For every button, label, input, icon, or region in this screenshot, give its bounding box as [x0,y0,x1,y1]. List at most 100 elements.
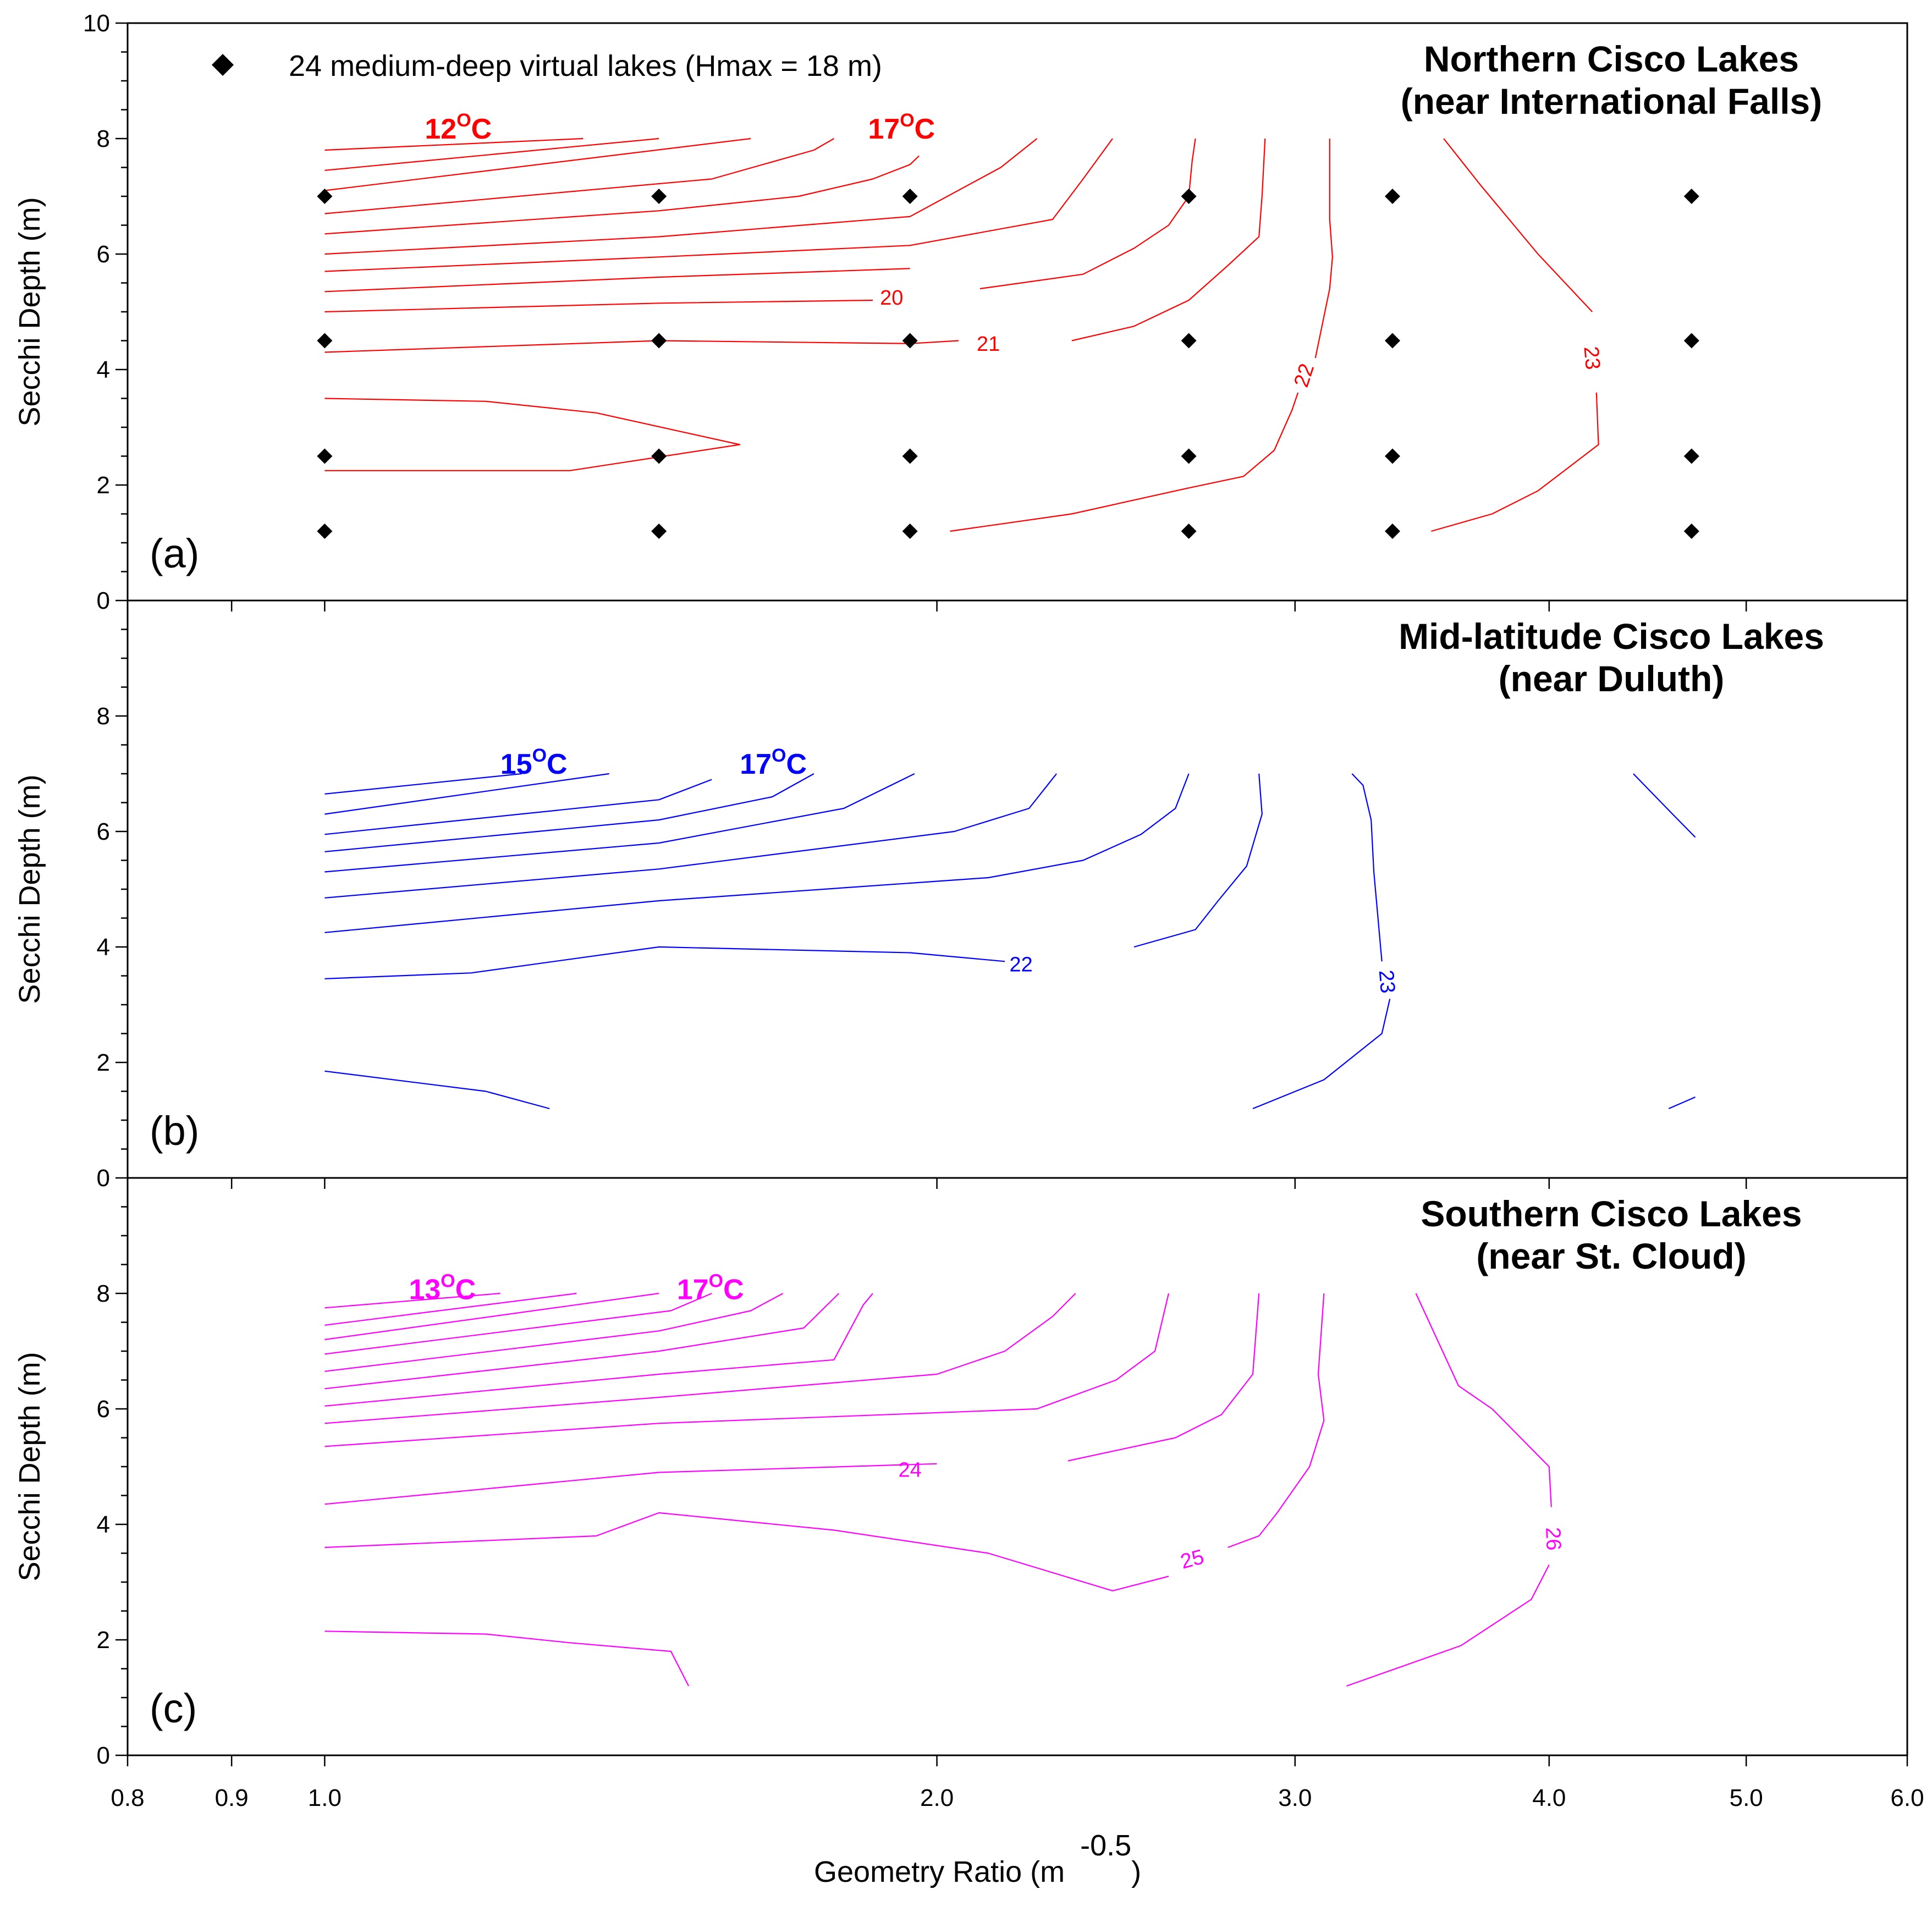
contour-line [1633,773,1696,838]
contour-line [324,779,712,835]
contour-line [324,138,834,214]
lake-marker [1385,189,1401,204]
lake-marker [1181,189,1197,204]
temperature-annotation: 17OC [677,1271,744,1306]
lake-marker [317,448,333,464]
lake-marker [1683,524,1699,539]
panel-title: Mid-latitude Cisco Lakes [1399,616,1824,657]
contour-line [1067,1293,1260,1462]
contour-line [324,773,915,873]
contour-lines [324,1292,1552,1687]
y-tick-label: 6 [97,241,110,268]
panel-letter: (c) [150,1685,197,1731]
lake-marker [1683,333,1699,349]
contour-line [324,1512,1169,1591]
lake-marker [1181,524,1197,539]
contour-line [324,299,873,313]
x-tick-label: 0.8 [111,1784,144,1811]
y-tick-label: 0 [97,1742,110,1769]
contour-line [1252,999,1391,1110]
lake-marker [902,333,918,349]
temperature-annotation: 17OC [740,745,807,780]
panel-subtitle: (near Duluth) [1499,658,1725,699]
y-tick-label: 2 [97,1049,110,1076]
contour-label: 26 [1541,1527,1565,1551]
lake-marker [902,189,918,204]
contour-line [1668,1096,1696,1110]
contour-line [1133,773,1263,948]
lake-marker [1385,333,1401,349]
lake-marker [1181,333,1197,349]
y-tick-label: 4 [97,1511,110,1538]
contour-lines [324,773,1696,1110]
contour-line [324,1292,712,1355]
y-tick-label: 6 [97,1396,110,1423]
contour-line [324,1292,577,1326]
contour-line [324,268,910,293]
x-tick-label: 0.9 [215,1784,249,1811]
contour-line [324,340,959,353]
y-axis-title: Secchi Depth (m) [13,774,46,1004]
lake-marker [1385,448,1401,464]
contour-line [1346,1564,1550,1687]
lake-marker [902,524,918,539]
x-tick-label: 2.0 [920,1784,954,1811]
panel-letter: (a) [150,531,199,576]
lake-markers [317,189,1699,539]
contour-line [324,1293,1170,1447]
temperature-annotation: 15OC [500,745,568,780]
x-tick-label: 6.0 [1890,1784,1924,1811]
contour-lines [324,137,1599,532]
lake-marker [317,524,333,539]
lake-marker [317,189,333,204]
legend-label: 24 medium-deep virtual lakes (Hmax = 18 … [289,49,882,82]
y-axis-title: Secchi Depth (m) [13,1352,46,1581]
contour-line [324,138,1113,272]
contour-line [324,773,609,815]
lake-marker [651,524,667,539]
contour-line [324,138,1038,255]
lake-marker [651,448,667,464]
contour-line [324,1292,659,1341]
contour-line [324,773,1057,899]
contour-label: 23 [1579,345,1604,371]
y-axis-title: Secchi Depth (m) [13,197,46,426]
y-tick-label: 0 [97,1165,110,1192]
temperature-annotation: 17OC [868,110,935,145]
contour-label: 22 [1010,954,1033,977]
y-tick-label: 4 [97,934,110,961]
contour-line [324,398,741,471]
y-tick-label: 8 [97,1280,110,1307]
temperature-annotation: 13OC [409,1271,476,1306]
contour-label: 23 [1374,969,1400,994]
y-tick-label: 8 [97,125,110,152]
y-tick-label: 2 [97,1627,110,1654]
y-tick-label: 8 [97,703,110,730]
x-tick-label: 4.0 [1532,1784,1566,1811]
contour-line [324,773,1190,933]
contour-line [324,1293,784,1372]
legend: 24 medium-deep virtual lakes (Hmax = 18 … [212,49,882,82]
lake-marker [1683,448,1699,464]
contour-line [324,773,814,852]
x-tick-label: 5.0 [1730,1784,1763,1811]
contour-line [1351,773,1383,962]
lake-marker [1385,524,1401,539]
temperature-annotation: 12OC [425,110,492,145]
y-tick-label: 0 [97,587,110,614]
contour-line [1314,139,1333,359]
contour-line [950,392,1299,532]
lake-marker [317,333,333,349]
contour-line [324,1630,690,1687]
lake-marker [1181,448,1197,464]
panel-a: 0 2 4 6 8 10 Secchi Depth (m) Northern Cisco La… [13,10,1908,614]
contour-line [1431,392,1599,532]
contour-line [324,155,920,235]
lake-marker [651,189,667,204]
contour-line [1415,1293,1552,1507]
contour-line [1228,1293,1325,1549]
x-axis-title: Geometry Ratio (m-0.5) [814,1829,1141,1888]
